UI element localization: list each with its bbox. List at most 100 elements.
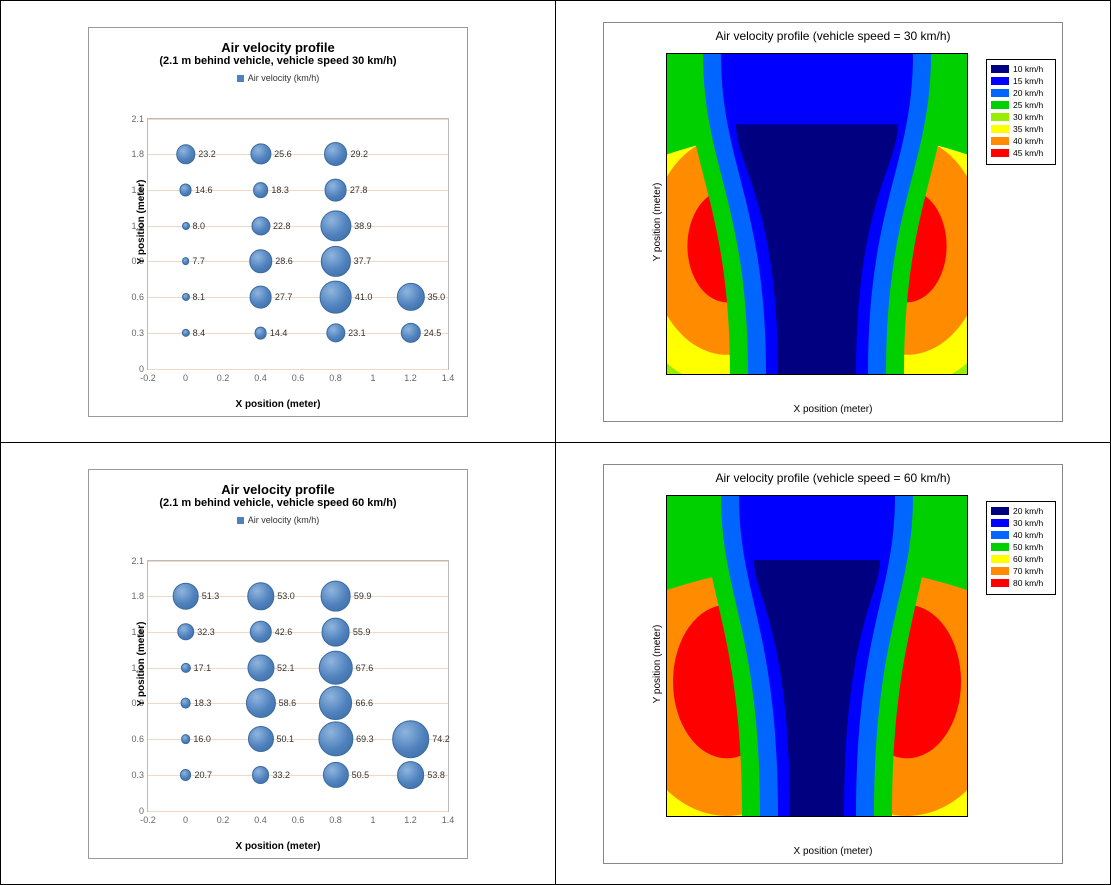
gridline — [148, 190, 448, 191]
heatmap-legend: 20 km/h30 km/h40 km/h50 km/h60 km/h70 km… — [986, 501, 1056, 595]
x-tick: 0.8 — [326, 373, 346, 383]
legend-label: 70 km/h — [1013, 566, 1043, 576]
bubble-point — [182, 222, 190, 230]
chart-subtitle: (2.1 m behind vehicle, vehicle speed 30 … — [97, 55, 459, 67]
bubble-value: 52.1 — [277, 663, 295, 673]
y-tick: 0.3 — [122, 770, 144, 780]
bubble-value: 37.7 — [354, 256, 372, 266]
x-tick: 1.2 — [401, 815, 421, 825]
legend-swatch — [991, 567, 1009, 575]
x-axis-label: X position (meter) — [794, 846, 873, 857]
legend-swatch — [991, 65, 1009, 73]
legend-label: 20 km/h — [1013, 88, 1043, 98]
legend-row: 25 km/h — [991, 100, 1051, 110]
x-tick: 0.2 — [213, 815, 233, 825]
heatmap-title: Air velocity profile (vehicle speed = 30… — [604, 23, 1062, 45]
legend-swatch — [991, 101, 1009, 109]
legend-row: 20 km/h — [991, 88, 1051, 98]
y-tick: 0.3 — [122, 328, 144, 338]
legend-swatch — [991, 519, 1009, 527]
bubble-value: 58.6 — [279, 698, 297, 708]
legend-row: 45 km/h — [991, 148, 1051, 158]
chart-subtitle: (2.1 m behind vehicle, vehicle speed 60 … — [97, 497, 459, 509]
bubble-value: 42.6 — [275, 627, 293, 637]
heatmap-plot: 0.40.60.81.01.21.41.61.8-1.0-0.50.00.51.… — [666, 495, 968, 817]
y-axis-label: Y position (meter) — [136, 621, 147, 706]
bubble-value: 28.6 — [275, 256, 293, 266]
bubble-value: 53.8 — [427, 770, 445, 780]
legend-row: 60 km/h — [991, 554, 1051, 564]
legend-row: 10 km/h — [991, 64, 1051, 74]
legend-swatch — [991, 149, 1009, 157]
gridline — [148, 369, 448, 370]
legend-row: 30 km/h — [991, 518, 1051, 528]
heatmap-30: Air velocity profile (vehicle speed = 30… — [603, 22, 1063, 422]
x-tick: 0 — [176, 815, 196, 825]
bubble-value: 20.7 — [194, 770, 212, 780]
heatmap-svg — [667, 496, 967, 816]
bubble-point — [249, 250, 272, 273]
bubble-point — [319, 281, 352, 314]
legend-label: 50 km/h — [1013, 542, 1043, 552]
bubble-chart-30: Air velocity profile (2.1 m behind vehic… — [88, 27, 468, 417]
heatmap-60: Air velocity profile (vehicle speed = 60… — [603, 464, 1063, 864]
legend-swatch — [991, 531, 1009, 539]
bubble-point — [249, 286, 272, 309]
bubble-point — [324, 142, 348, 166]
bubble-point — [180, 769, 192, 781]
x-tick: 0.6 — [288, 373, 308, 383]
bubble-point — [176, 145, 195, 164]
bubble-point — [322, 762, 348, 788]
bubble-value: 41.0 — [355, 292, 373, 302]
bubble-point — [251, 216, 270, 235]
legend-label: 45 km/h — [1013, 148, 1043, 158]
x-tick: 0 — [176, 373, 196, 383]
legend-label: 35 km/h — [1013, 124, 1043, 134]
legend-swatch — [991, 555, 1009, 563]
bubble-point — [179, 183, 192, 196]
chart-legend: Air velocity (km/h) — [97, 73, 459, 83]
bubble-value: 35.0 — [428, 292, 446, 302]
bubble-point — [181, 734, 191, 744]
legend-label: 80 km/h — [1013, 578, 1043, 588]
bubble-value: 27.7 — [275, 292, 293, 302]
bubble-value: 38.9 — [354, 221, 372, 231]
legend-label: 30 km/h — [1013, 518, 1043, 528]
x-tick: 1.2 — [401, 373, 421, 383]
bubble-point — [318, 650, 352, 684]
heatmap-legend: 10 km/h15 km/h20 km/h25 km/h30 km/h35 km… — [986, 59, 1056, 165]
cell-heatmap-60: Air velocity profile (vehicle speed = 60… — [556, 443, 1111, 885]
bubble-value: 25.6 — [274, 149, 292, 159]
cell-bubble-30: Air velocity profile (2.1 m behind vehic… — [1, 1, 556, 443]
x-tick: 0.2 — [213, 373, 233, 383]
legend-swatch — [237, 75, 244, 82]
bubble-point — [321, 618, 350, 647]
bubble-point — [250, 144, 271, 165]
y-tick: 0.6 — [122, 292, 144, 302]
y-axis-label: Y position (meter) — [652, 182, 663, 261]
legend-swatch — [991, 579, 1009, 587]
y-tick: 2.1 — [122, 114, 144, 124]
bubble-value: 74.2 — [432, 734, 450, 744]
bubble-point — [252, 766, 270, 784]
x-tick: 1 — [363, 373, 383, 383]
x-axis-label: X position (meter) — [235, 399, 320, 410]
cell-bubble-60: Air velocity profile (2.1 m behind vehic… — [1, 443, 556, 885]
x-tick: -0.2 — [138, 373, 158, 383]
legend-label: 10 km/h — [1013, 64, 1043, 74]
heatmap-title: Air velocity profile (vehicle speed = 60… — [604, 465, 1062, 487]
y-tick: 2.1 — [122, 556, 144, 566]
x-tick: 1.4 — [438, 373, 458, 383]
bubble-value: 8.1 — [193, 292, 206, 302]
bubble-point — [247, 726, 273, 752]
x-tick: 0.8 — [326, 815, 346, 825]
bubble-value: 50.1 — [277, 734, 295, 744]
plot-area: 00.30.60.91.21.51.82.1-0.200.20.40.60.81… — [147, 560, 449, 812]
bubble-value: 17.1 — [194, 663, 212, 673]
bubble-point — [180, 698, 191, 709]
bubble-point — [320, 246, 350, 276]
bubble-point — [180, 663, 190, 673]
bubble-value: 23.2 — [198, 149, 216, 159]
legend-label: Air velocity (km/h) — [248, 73, 320, 83]
legend-label: 15 km/h — [1013, 76, 1043, 86]
